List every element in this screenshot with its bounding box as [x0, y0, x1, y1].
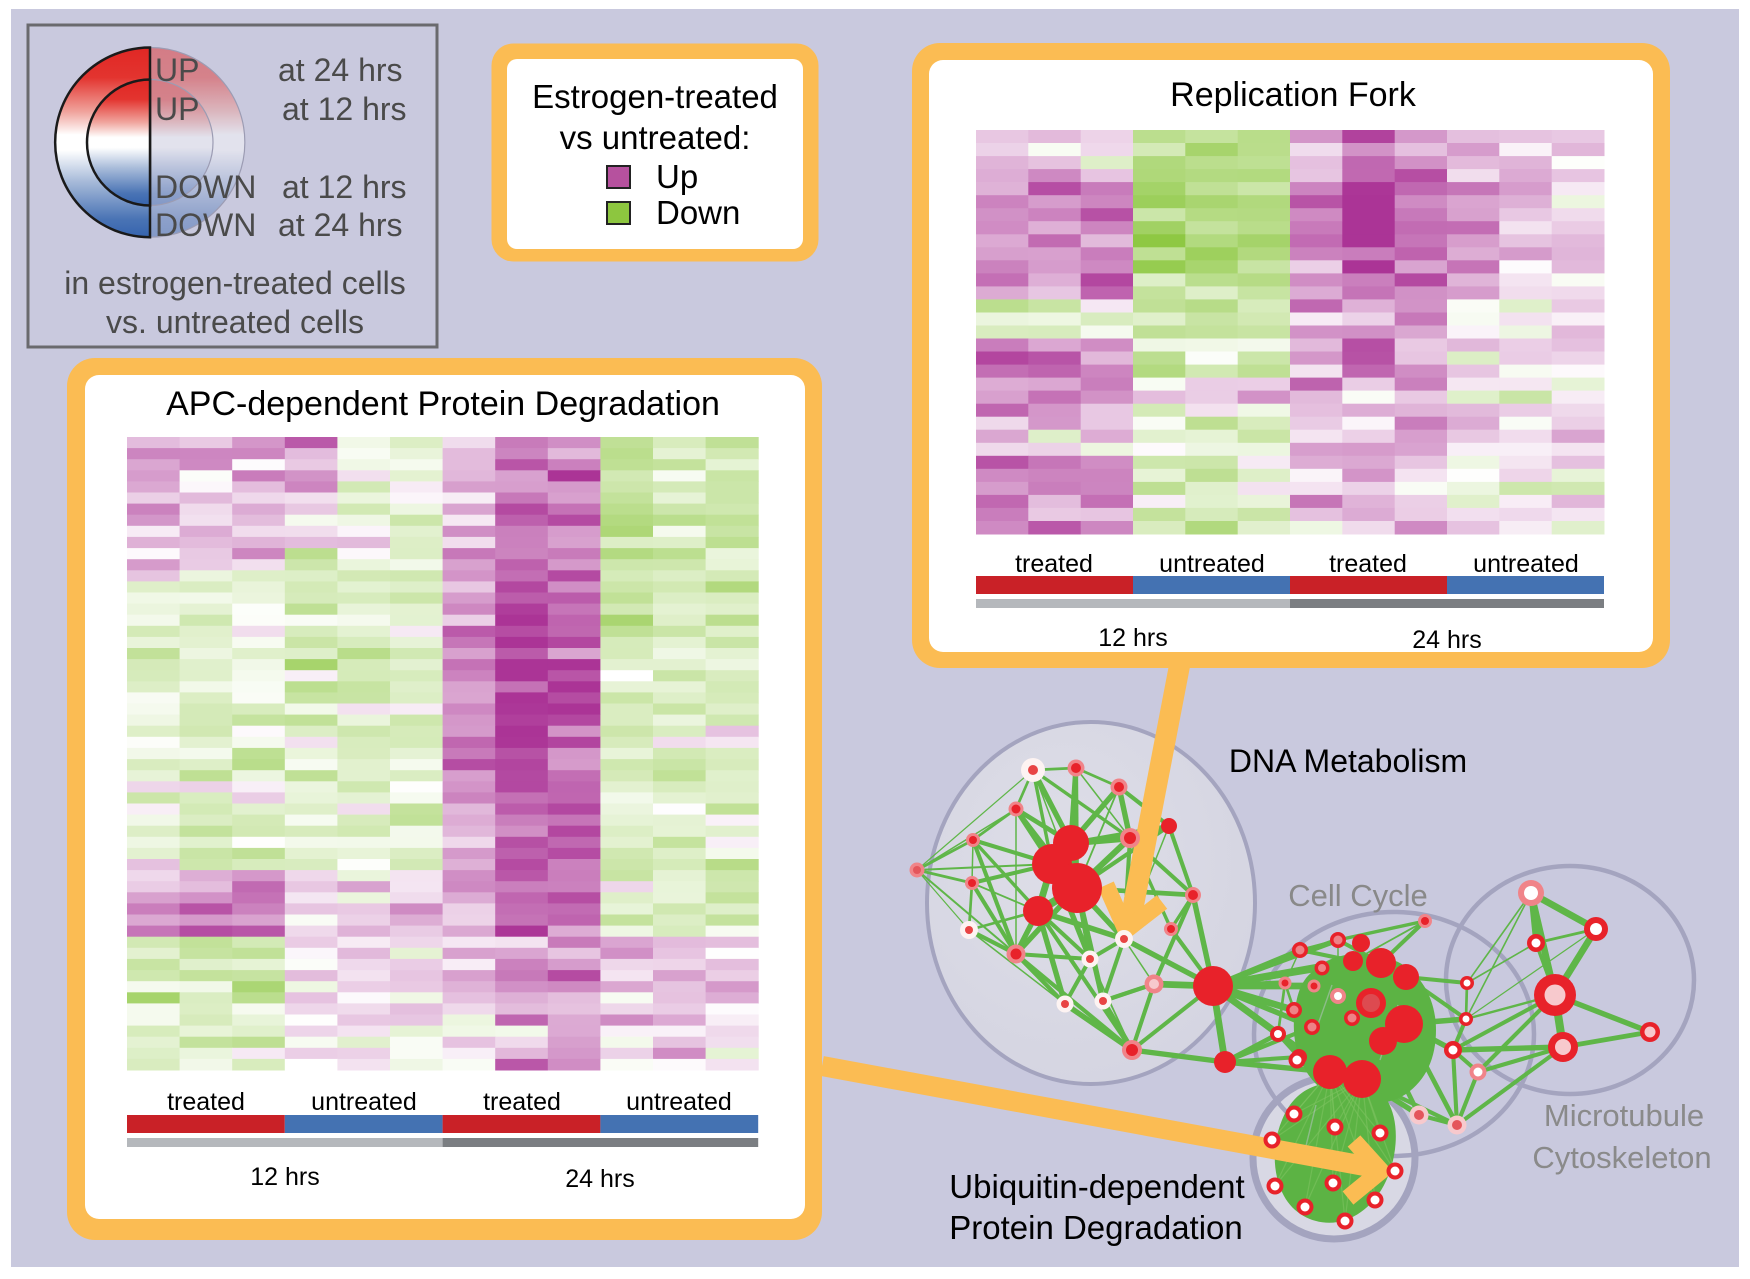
svg-text:treated: treated [1015, 550, 1093, 578]
svg-text:untreated: untreated [1473, 550, 1579, 578]
svg-text:at 12 hrs: at 12 hrs [282, 91, 407, 127]
svg-text:Up: Up [656, 158, 698, 195]
svg-text:Replication Fork: Replication Fork [1170, 76, 1417, 114]
svg-text:Ubiquitin-dependent: Ubiquitin-dependent [949, 1168, 1244, 1205]
svg-text:12 hrs: 12 hrs [1098, 624, 1167, 652]
svg-text:Down: Down [656, 194, 740, 231]
svg-text:24 hrs: 24 hrs [565, 1165, 634, 1193]
svg-text:untreated: untreated [311, 1088, 417, 1116]
svg-text:Cell Cycle: Cell Cycle [1288, 878, 1428, 913]
svg-text:DNA Metabolism: DNA Metabolism [1229, 743, 1467, 779]
svg-text:in estrogen-treated cells: in estrogen-treated cells [64, 265, 406, 301]
svg-text:untreated: untreated [1159, 550, 1265, 578]
svg-text:12 hrs: 12 hrs [250, 1163, 319, 1191]
svg-text:at 24 hrs: at 24 hrs [278, 52, 403, 88]
svg-text:vs untreated:: vs untreated: [560, 119, 751, 156]
svg-text:Microtubule: Microtubule [1544, 1098, 1704, 1133]
svg-text:treated: treated [483, 1088, 561, 1116]
svg-text:vs. untreated cells: vs. untreated cells [106, 304, 364, 340]
svg-text:Protein Degradation: Protein Degradation [949, 1209, 1243, 1246]
svg-text:24 hrs: 24 hrs [1412, 626, 1481, 654]
svg-text:at 24 hrs: at 24 hrs [278, 207, 403, 243]
svg-text:APC-dependent Protein Degradat: APC-dependent Protein Degradation [166, 385, 720, 423]
svg-text:UP: UP [155, 52, 199, 88]
svg-text:at 12 hrs: at 12 hrs [282, 169, 407, 205]
svg-text:untreated: untreated [626, 1088, 732, 1116]
svg-text:UP: UP [155, 91, 199, 127]
svg-text:DOWN: DOWN [155, 169, 256, 205]
svg-text:Estrogen-treated: Estrogen-treated [532, 78, 778, 115]
svg-text:DOWN: DOWN [155, 207, 256, 243]
svg-text:treated: treated [1329, 550, 1407, 578]
svg-text:Cytoskeleton: Cytoskeleton [1532, 1140, 1711, 1175]
svg-text:treated: treated [167, 1088, 245, 1116]
